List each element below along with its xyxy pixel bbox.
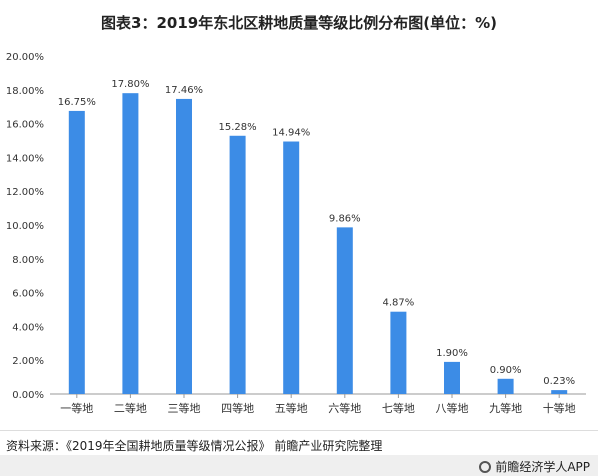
y-tick-label: 18.00% [6, 86, 44, 97]
x-tick-label: 一等地 [60, 401, 93, 415]
bar [68, 110, 85, 395]
data-label: 4.87% [383, 298, 415, 309]
bar [551, 390, 568, 394]
x-tick-label: 六等地 [328, 401, 361, 415]
brand-label: 前瞻经济学人APP [495, 460, 590, 474]
y-tick-label: 20.00% [6, 52, 44, 63]
brand-bar: 前瞻经济学人APP [0, 455, 598, 476]
x-tick-label: 十等地 [543, 401, 576, 415]
footer-divider [0, 430, 598, 431]
y-tick-label: 6.00% [12, 289, 44, 300]
data-label: 0.23% [543, 376, 575, 387]
y-tick-label: 10.00% [6, 221, 44, 232]
x-tick-label: 四等地 [221, 401, 254, 415]
x-tick-label: 二等地 [114, 401, 147, 415]
bar [444, 361, 460, 394]
data-label: 1.90% [436, 348, 468, 359]
bar [176, 98, 192, 394]
bar [122, 93, 139, 395]
bar [336, 227, 353, 394]
bar [229, 135, 246, 394]
y-tick-label: 14.00% [6, 153, 44, 164]
data-label: 9.86% [329, 213, 361, 224]
data-label: 17.80% [111, 79, 149, 90]
y-tick-label: 16.00% [6, 120, 44, 131]
bar [497, 378, 514, 394]
y-tick-label: 12.00% [6, 187, 44, 198]
x-tick-label: 八等地 [436, 401, 469, 415]
chart-title: 图表3：2019年东北区耕地质量等级比例分布图(单位：%) [101, 14, 497, 32]
x-tick-label: 五等地 [275, 401, 308, 415]
x-tick-label: 七等地 [382, 401, 415, 415]
x-tick-label: 三等地 [168, 401, 201, 415]
data-label: 16.75% [58, 97, 96, 108]
x-tick-label: 九等地 [489, 401, 522, 415]
y-tick-label: 0.00% [12, 390, 44, 401]
y-tick-label: 4.00% [12, 322, 44, 333]
bar-chart: 0.00% 2.00% 4.00% 6.00% 8.00% 10.00% 12.00% 14.… [6, 52, 586, 415]
data-label: 14.94% [272, 128, 310, 139]
brand-logo-icon [479, 460, 492, 473]
source-note: 资料来源：《2019年全国耕地质量等级情况公报》 前瞻产业研究院整理 [6, 439, 383, 453]
bar [283, 141, 300, 394]
data-label: 15.28% [219, 122, 257, 133]
y-tick-label: 8.00% [12, 255, 44, 266]
y-tick-label: 2.00% [12, 356, 44, 367]
data-label: 0.90% [490, 365, 522, 376]
data-label: 17.46% [165, 85, 203, 96]
bar [390, 311, 407, 394]
